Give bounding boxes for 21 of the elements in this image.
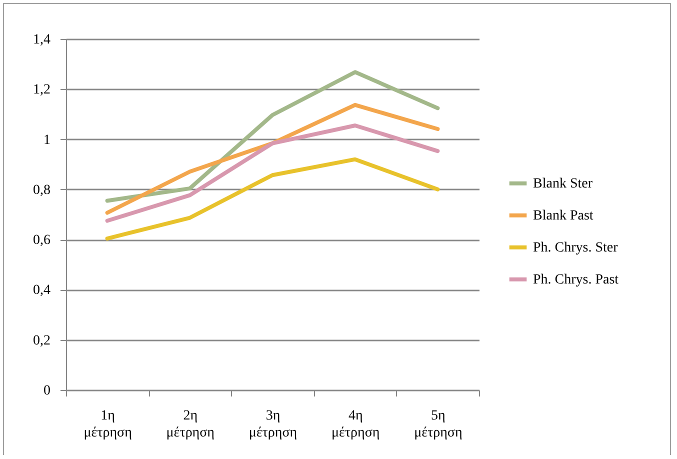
- x-tick-label: 5η μέτρηση: [414, 408, 462, 440]
- x-tick-label: 2η μέτρηση: [166, 408, 214, 440]
- y-tick-label: 0,6: [33, 233, 50, 248]
- legend-label: Ph. Chrys. Past: [533, 272, 619, 288]
- y-tick-label: 1: [44, 132, 50, 148]
- line-series: [105, 70, 440, 203]
- y-tick-label: 0,2: [33, 333, 50, 348]
- y-tick-label: 0,4: [33, 283, 50, 298]
- x-tick-label: 1η μέτρηση: [84, 408, 132, 440]
- x-tick-label: 3η μέτρηση: [248, 408, 298, 440]
- line-series: [105, 157, 440, 241]
- y-tick-label: 1,4: [33, 32, 50, 48]
- y-tick-label: 0: [44, 384, 50, 398]
- y-tick-label: 1,2: [33, 82, 50, 98]
- legend-label: Blank Past: [533, 208, 594, 224]
- y-tick-label: 0,8: [33, 182, 50, 198]
- line-series: [105, 123, 440, 223]
- line-series: [105, 102, 440, 215]
- x-tick-label: 4η μέτρηση: [332, 408, 380, 440]
- legend-label: Ph. Chrys. Ster: [533, 240, 618, 256]
- legend-label: Blank Ster: [533, 176, 593, 192]
